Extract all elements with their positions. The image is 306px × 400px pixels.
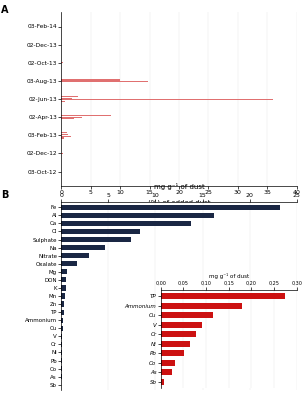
Bar: [61, 358, 62, 363]
Bar: [61, 96, 78, 97]
X-axis label: mg g⁻¹ of dust: mg g⁻¹ of dust: [209, 273, 249, 279]
X-axis label: (%) of added dust: (%) of added dust: [148, 199, 210, 206]
Bar: [61, 293, 65, 299]
Bar: [61, 342, 62, 347]
X-axis label: mg g⁻¹ of dust: mg g⁻¹ of dust: [154, 183, 204, 190]
Bar: [61, 118, 74, 120]
Bar: [61, 253, 88, 258]
Bar: [61, 99, 273, 100]
Bar: [61, 334, 62, 339]
Bar: [61, 136, 71, 137]
Text: B: B: [1, 190, 9, 200]
Bar: [61, 115, 111, 116]
Bar: [61, 318, 63, 323]
Bar: [161, 341, 190, 347]
Bar: [61, 132, 66, 133]
Bar: [161, 331, 196, 337]
Bar: [61, 350, 62, 355]
Bar: [61, 116, 82, 118]
Bar: [61, 213, 214, 218]
Bar: [61, 326, 63, 331]
Bar: [61, 374, 62, 379]
Bar: [61, 366, 62, 371]
Bar: [61, 310, 64, 315]
Bar: [161, 350, 184, 356]
Bar: [161, 312, 213, 318]
Bar: [61, 261, 77, 266]
Bar: [61, 81, 148, 82]
Text: A: A: [1, 5, 9, 15]
Bar: [61, 153, 63, 154]
Bar: [161, 360, 175, 366]
Bar: [161, 379, 164, 385]
Bar: [61, 302, 64, 307]
Bar: [61, 237, 131, 242]
Bar: [61, 229, 140, 234]
Bar: [61, 98, 72, 99]
Bar: [61, 245, 105, 250]
Bar: [161, 322, 202, 328]
Bar: [61, 221, 191, 226]
Bar: [61, 134, 68, 135]
Bar: [161, 369, 172, 375]
Bar: [61, 269, 67, 274]
Bar: [61, 62, 63, 63]
Bar: [61, 101, 65, 102]
Bar: [61, 277, 66, 282]
Bar: [161, 303, 242, 309]
Bar: [161, 293, 285, 299]
Bar: [61, 205, 280, 210]
Bar: [61, 285, 66, 290]
